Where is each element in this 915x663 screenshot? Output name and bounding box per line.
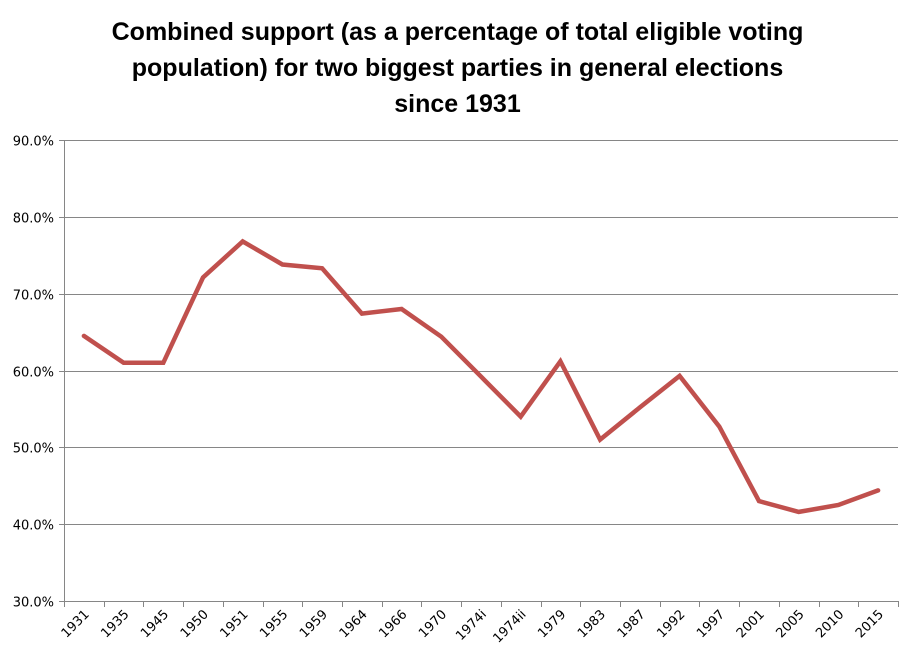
x-axis-tick-labels: 1931 1935 1945 1950 1951 1955 1959 1964 1966 1970… <box>59 607 887 646</box>
x-tick-label: 2015 <box>853 607 887 641</box>
series-group <box>81 238 881 515</box>
gridlines <box>64 140 898 525</box>
chart-title-line-2: population) for two biggest parties in g… <box>131 54 784 82</box>
x-tick-label: 1951 <box>218 607 252 641</box>
x-tick-label: 1974ii <box>490 607 529 646</box>
y-tick-label: 30.0% <box>13 596 54 611</box>
x-tick-label: 1931 <box>59 607 93 641</box>
x-tick-label: 1992 <box>654 607 688 641</box>
y-tick-label: 60.0% <box>13 366 54 381</box>
y-tick-label: 40.0% <box>13 519 54 534</box>
x-tick-label: 1983 <box>575 607 609 641</box>
y-tick-label: 80.0% <box>13 212 54 227</box>
y-tick-label: 50.0% <box>13 442 54 457</box>
x-tick-label: 1997 <box>694 607 728 641</box>
x-tick-label: 1935 <box>98 607 132 641</box>
chart-title: Combined support (as a percentage of tot… <box>0 14 915 122</box>
x-tick-label: 2001 <box>734 607 768 641</box>
x-tick-label: 1964 <box>337 607 371 641</box>
y-axis-tick-labels: 30.0% 40.0% 50.0% 60.0% 70.0% 80.0% 90.0% <box>13 135 54 611</box>
x-tick-label: 1966 <box>376 607 410 641</box>
chart-title-line-3: since 1931 <box>394 90 521 118</box>
x-tick-label: 1955 <box>257 607 291 641</box>
x-tick-label: 2010 <box>813 607 847 641</box>
x-tick-label: 1974i <box>453 607 490 644</box>
x-tick-label: 2005 <box>774 607 808 641</box>
x-tick-label: 1970 <box>416 607 450 641</box>
x-tick-label: 1959 <box>297 607 331 641</box>
y-tick-label: 90.0% <box>13 135 54 150</box>
y-tick-label: 70.0% <box>13 289 54 304</box>
x-tick-label: 1979 <box>535 607 569 641</box>
x-tick-label: 1950 <box>178 607 212 641</box>
x-tick-label: 1945 <box>138 607 172 641</box>
chart-title-line-1: Combined support (as a percentage of tot… <box>111 18 804 46</box>
x-tick-label: 1987 <box>615 607 649 641</box>
axes <box>59 140 899 607</box>
